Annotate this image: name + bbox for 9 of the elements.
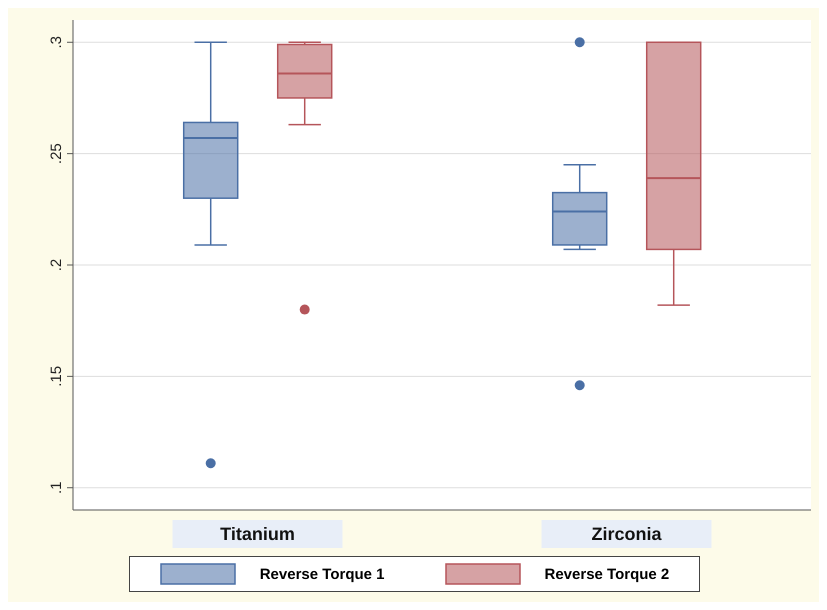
y-tick-label: .1 (48, 481, 65, 494)
x-tick-label: Titanium (220, 524, 295, 544)
y-tick-label: .2 (48, 258, 65, 272)
y-tick-label: .3 (48, 36, 65, 49)
legend-label: Reverse Torque 2 (544, 566, 670, 582)
legend-label: Reverse Torque 1 (260, 566, 384, 582)
y-tick-label: .25 (48, 143, 65, 164)
x-tick-label: Zirconia (591, 524, 662, 544)
y-tick-label: .15 (48, 366, 65, 387)
